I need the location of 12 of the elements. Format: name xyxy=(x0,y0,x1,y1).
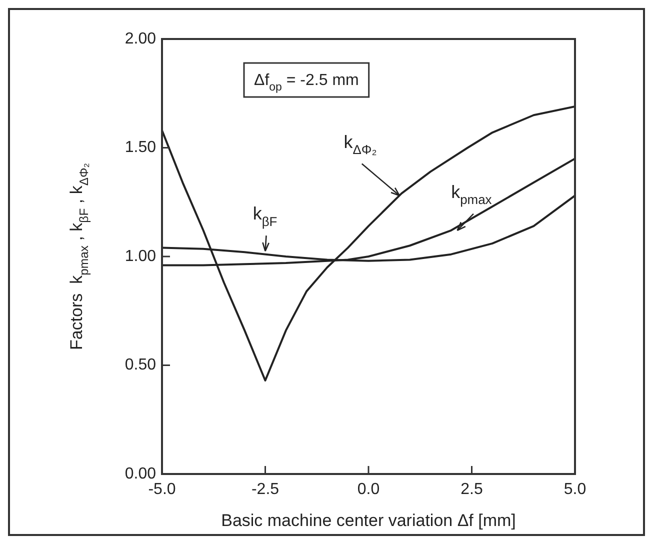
x-tick-label: 5.0 xyxy=(564,481,586,498)
x-tick-label: 0.0 xyxy=(357,481,380,498)
y-tick-label: 1.00 xyxy=(124,248,156,265)
y-tick-label: 2.00 xyxy=(124,30,156,48)
x-tick-label: -5.0 xyxy=(148,481,176,498)
x-tick-label: -2.5 xyxy=(251,481,280,498)
x-axis-title: Basic machine center variation Δf [mm] xyxy=(221,511,516,530)
x-tick-label: 2.5 xyxy=(460,481,483,498)
y-tick-label: 1.50 xyxy=(124,139,156,156)
y-axis-title: Factors kpmax , kβF , kΔΦ₂ xyxy=(67,162,91,350)
y-tick-label: 0.50 xyxy=(124,356,156,374)
y-tick-label: 0.00 xyxy=(124,465,156,482)
